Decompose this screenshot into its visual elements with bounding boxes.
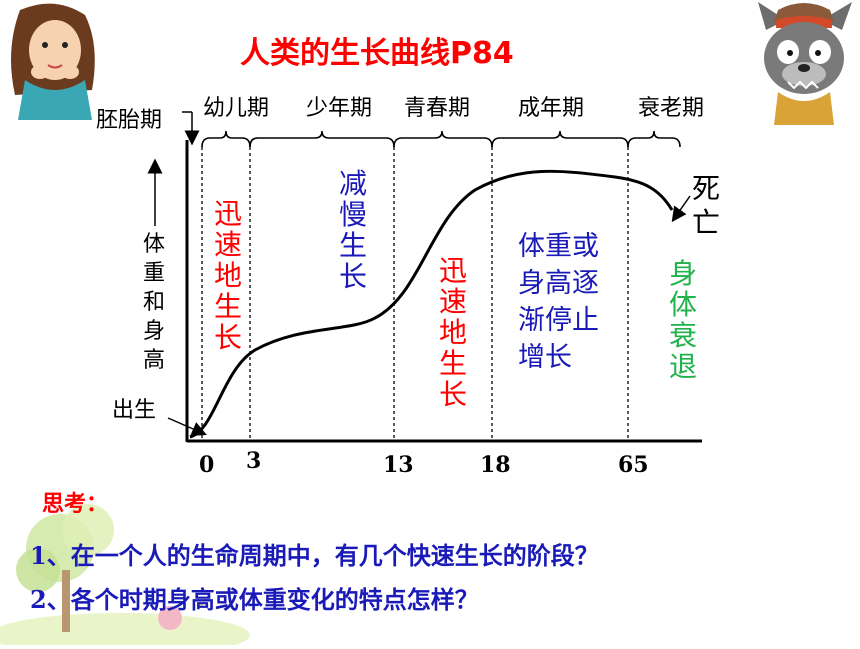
death-label: 死亡 (691, 172, 720, 239)
adulthood-note: 体重或 身高逐 渐停止 增长 (518, 228, 599, 376)
think-heading: 思考： (42, 491, 109, 517)
adulthood-note-line: 渐停止 (518, 305, 599, 336)
nature-illustration (0, 500, 250, 649)
infancy-note: 迅速地生长 (213, 197, 242, 354)
stage-adolescence-label: 青春期 (404, 96, 471, 121)
adulthood-note-line: 增长 (518, 342, 572, 373)
question-2: 2、各个时期身高或体重变化的特点怎样？ (30, 585, 479, 614)
old-age-note: 身体衰退 (668, 257, 697, 383)
question-1: 1、在一个人的生命周期中，有几个快速生长的阶段？ (30, 541, 599, 570)
x-tick-label: 18 (480, 452, 511, 478)
y-axis-label: 体重和身高 (142, 232, 165, 373)
death-pointer (671, 195, 691, 223)
x-tick-label: 0 (199, 452, 215, 478)
stage-old-age-label: 衰老期 (638, 96, 705, 121)
x-tick-label: 3 (246, 448, 262, 474)
birth-label: 出生 (112, 398, 157, 423)
stage-adulthood-label: 成年期 (518, 96, 585, 121)
growth-curve (189, 169, 674, 439)
girl-illustration (0, 0, 110, 120)
stage-infancy-label: 幼儿期 (203, 96, 270, 121)
stage-braces (201, 130, 681, 148)
birth-pointer (167, 417, 207, 436)
adulthood-note-line: 身高逐 (518, 268, 599, 299)
page-title: 人类的生长曲线P84 (240, 36, 514, 71)
x-tick-label: 13 (383, 452, 414, 478)
adolescence-note: 迅速地生长 (438, 254, 467, 411)
x-tick-label: 65 (618, 452, 649, 478)
wolf-illustration (748, 0, 860, 125)
childhood-note: 减慢生长 (338, 167, 367, 293)
adulthood-note-line: 体重或 (518, 231, 599, 262)
stage-childhood-label: 少年期 (306, 96, 373, 121)
stage-embryo-label: 胚胎期 (96, 108, 163, 133)
stage-dividers (201, 147, 629, 441)
